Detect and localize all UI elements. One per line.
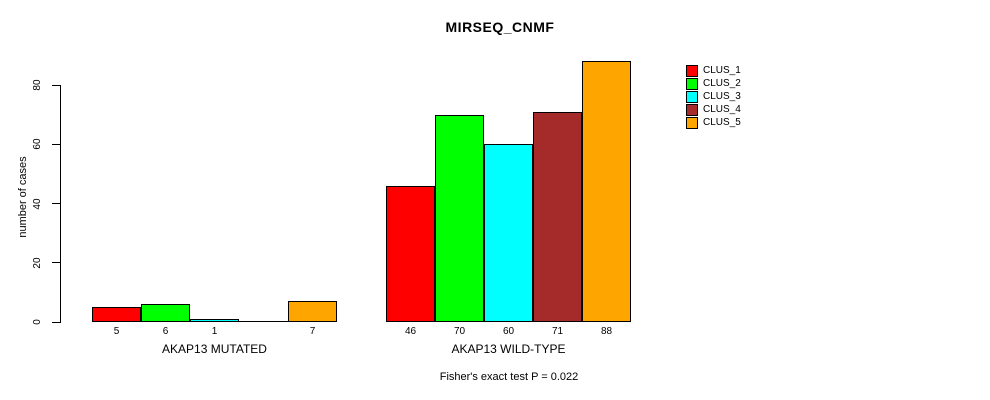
legend-swatch-icon — [686, 90, 698, 103]
y-tick-label: 80 — [32, 79, 43, 91]
bar-value-label: 70 — [453, 326, 466, 337]
legend-label: CLUS_1 — [703, 64, 741, 76]
bar-value-label: 6 — [162, 326, 169, 337]
legend-swatch-icon — [686, 103, 698, 116]
bar-clus_2-group1 — [141, 304, 190, 322]
y-tick — [52, 262, 60, 264]
legend-item-clus_4: CLUS_4 — [686, 103, 741, 116]
y-tick — [52, 321, 60, 323]
y-axis-line — [60, 85, 61, 323]
legend-item-clus_3: CLUS_3 — [686, 90, 741, 103]
legend: CLUS_1 CLUS_2 CLUS_3 CLUS_4 CLUS_5 — [686, 64, 741, 129]
y-tick-label: 0 — [32, 319, 43, 325]
y-axis-label: number of cases — [17, 156, 29, 238]
bar-clus_5-group2 — [582, 61, 631, 322]
bar-clus_1-group1 — [92, 307, 141, 322]
chart-title: MIRSEQ_CNMF — [445, 19, 555, 35]
y-tick-label: 40 — [32, 197, 43, 210]
legend-label: CLUS_3 — [703, 90, 741, 102]
legend-label: CLUS_4 — [703, 103, 741, 115]
y-tick-label: 20 — [32, 257, 43, 269]
y-tick-label: 60 — [32, 138, 43, 150]
bar-value-label: 5 — [113, 326, 120, 337]
bar-value-label: 88 — [600, 326, 613, 337]
legend-swatch-icon — [686, 116, 698, 129]
legend-item-clus_5: CLUS_5 — [686, 116, 741, 129]
legend-swatch-icon — [686, 64, 698, 77]
legend-item-clus_1: CLUS_1 — [686, 64, 741, 77]
bar-value-label: 1 — [211, 326, 218, 337]
y-tick — [52, 143, 60, 145]
bar-clus_4-group1-zero — [239, 321, 288, 322]
bar-clus_4-group2 — [533, 112, 582, 322]
bar-clus_2-group2 — [435, 115, 484, 322]
legend-label: CLUS_2 — [703, 77, 741, 89]
bar-clus_5-group1 — [288, 301, 337, 322]
bar-clus_1-group2 — [386, 186, 435, 322]
bar-clus_3-group2 — [484, 144, 533, 322]
legend-label: CLUS_5 — [703, 116, 741, 128]
group-label-2: AKAP13 WILD-TYPE — [451, 342, 566, 356]
bar-clus_3-group1 — [190, 319, 239, 322]
y-tick — [52, 84, 60, 86]
legend-swatch-icon — [686, 77, 698, 90]
y-tick — [52, 203, 60, 204]
bar-value-label: 60 — [502, 326, 515, 337]
bar-value-label: 71 — [551, 326, 564, 337]
bar-value-label: 46 — [404, 326, 417, 337]
bar-value-label: 7 — [309, 326, 316, 337]
legend-item-clus_2: CLUS_2 — [686, 77, 741, 90]
group-label-1: AKAP13 MUTATED — [162, 342, 267, 356]
annotation-text: Fisher's exact test P = 0.022 — [439, 371, 579, 383]
